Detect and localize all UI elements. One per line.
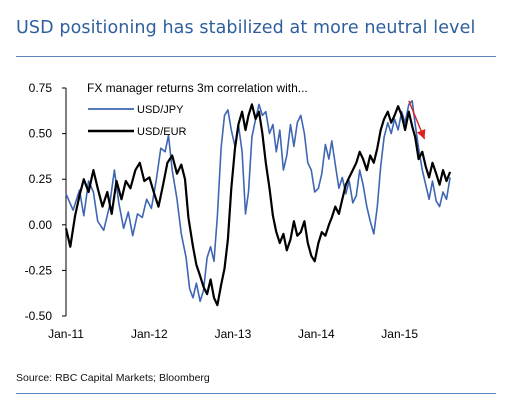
- chart-annotations: [408, 100, 426, 140]
- y-tick-label: 0.25: [29, 172, 53, 186]
- source-divider: [16, 393, 496, 394]
- y-tick-label: -0.50: [25, 309, 53, 323]
- x-tick-label: Jan-11: [48, 327, 84, 341]
- chart-series: [64, 100, 452, 307]
- x-tick-label: Jan-12: [131, 327, 168, 341]
- chart-title: FX manager returns 3m correlation with..…: [87, 81, 308, 95]
- series-line-usd-eur: [64, 103, 452, 307]
- page-title: USD positioning has stabilized at more n…: [16, 18, 476, 38]
- correlation-line-chart: -0.50 -0.25 0.00 0.25 0.50 0.75 Jan-11 Jan-12 Ja…: [25, 81, 452, 341]
- source-note: Source: RBC Capital Markets; Bloomberg: [16, 372, 210, 384]
- y-tick-label: 0.00: [29, 218, 53, 232]
- chart-axes: -0.50 -0.25 0.00 0.25 0.50 0.75 Jan-11 Jan-12 Ja…: [25, 81, 419, 341]
- legend-label: USD/JPY: [137, 104, 184, 116]
- trend-arrow-head: [416, 129, 426, 140]
- legend-label: USD/EUR: [137, 126, 187, 138]
- x-tick-label: Jan-15: [381, 327, 418, 341]
- x-tick-label: Jan-14: [298, 327, 335, 341]
- chart-legend: FX manager returns 3m correlation with..…: [87, 81, 308, 138]
- x-tick-label: Jan-13: [215, 327, 252, 341]
- title-divider: [16, 56, 496, 57]
- series-line-usd-jpy: [65, 100, 451, 303]
- y-tick-label: 0.50: [29, 127, 53, 141]
- y-tick-label: 0.75: [29, 81, 53, 95]
- y-tick-label: -0.25: [25, 263, 53, 277]
